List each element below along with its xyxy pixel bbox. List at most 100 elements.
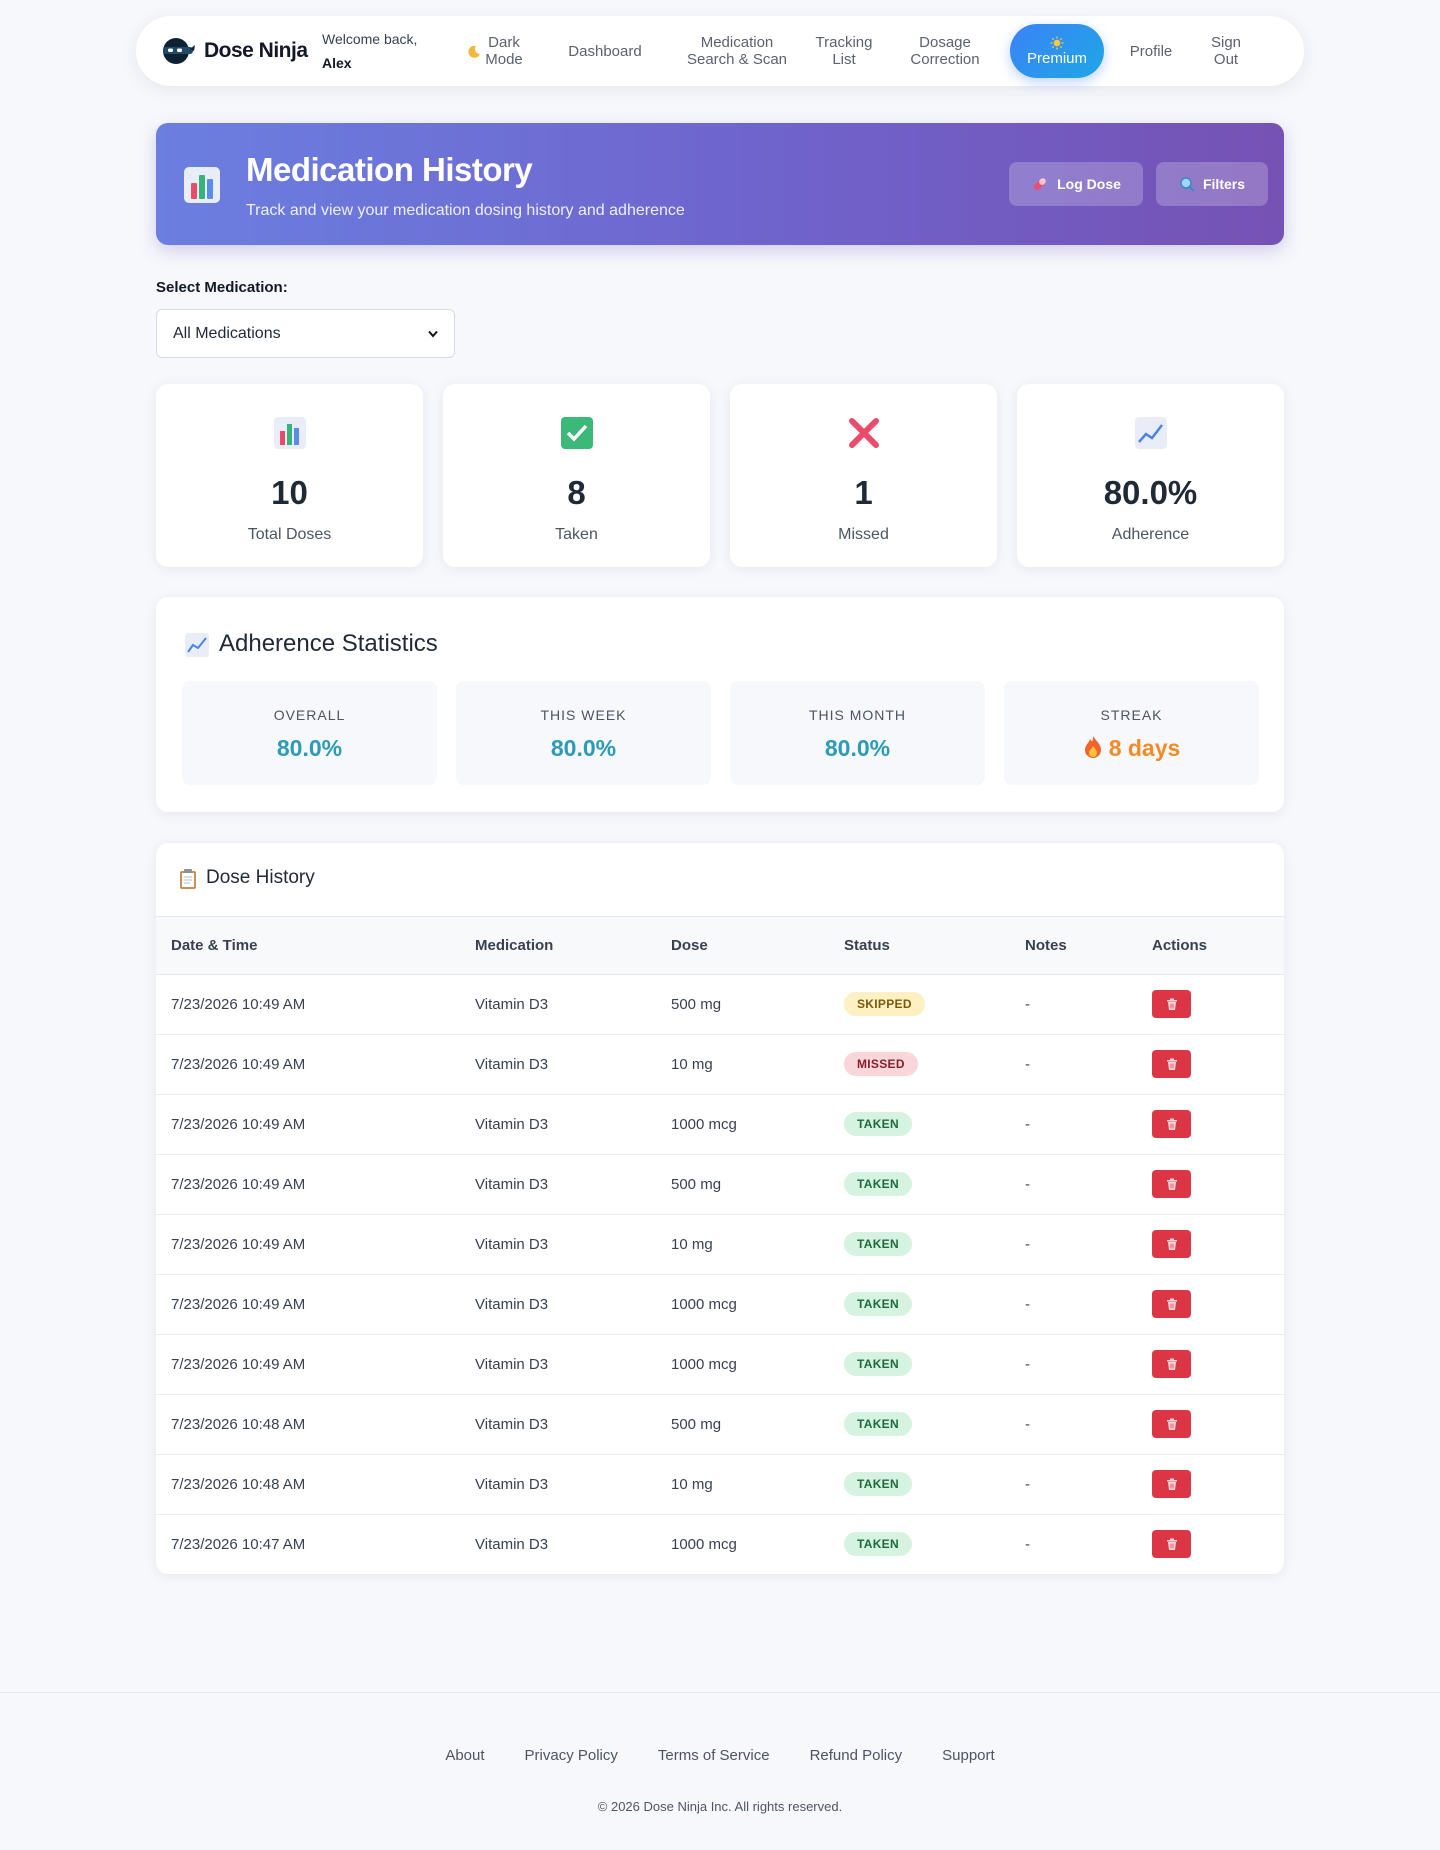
table-row: 7/23/2026 10:49 AM Vitamin D3 500 mg TAKEN - — [156, 1154, 1284, 1215]
cell-actions — [1137, 1334, 1284, 1395]
cell-date: 7/23/2026 10:49 AM — [156, 1034, 460, 1095]
column-header: Medication — [460, 917, 656, 975]
delete-button[interactable] — [1152, 1290, 1191, 1318]
delete-button[interactable] — [1152, 1050, 1191, 1078]
table-row: 7/23/2026 10:48 AM Vitamin D3 500 mg TAKEN - — [156, 1394, 1284, 1455]
stat-card-missed: 1 Missed — [730, 384, 997, 567]
brand-name: Dose Ninja — [204, 39, 308, 62]
cell-dose: 1000 mcg — [656, 1274, 829, 1335]
streak-value: 8 days — [1108, 735, 1181, 761]
adherence-this-month: THIS MONTH 80.0% — [730, 681, 985, 785]
filters-label: Filters — [1202, 176, 1245, 192]
cell-dose: 10 mg — [656, 1214, 829, 1275]
nav-dashboard[interactable]: Dashboard — [568, 42, 642, 60]
status-badge: TAKEN — [844, 1292, 912, 1316]
column-header: Notes — [1010, 917, 1137, 975]
stat-card-taken: 8 Taken — [443, 384, 710, 567]
sun-icon — [1050, 36, 1064, 49]
cell-medication: Vitamin D3 — [460, 1154, 656, 1215]
cell-medication: Vitamin D3 — [460, 1094, 656, 1155]
premium-button[interactable]: Premium — [1010, 24, 1104, 78]
table-row: 7/23/2026 10:47 AM Vitamin D3 1000 mcg TAKE… — [156, 1514, 1284, 1574]
stat-value: 1 — [854, 474, 873, 511]
adherence-statistics-panel: Adherence Statistics OVERALL 80.0% THIS … — [156, 597, 1284, 812]
cell-notes: - — [1010, 1394, 1137, 1455]
cell-date: 7/23/2026 10:49 AM — [156, 974, 460, 1035]
stat-value: 8 — [567, 474, 586, 511]
stat-label: Missed — [838, 526, 889, 543]
stat-label: Taken — [555, 526, 598, 543]
footer-link-terms[interactable]: Terms of Service — [657, 1747, 770, 1764]
check-icon — [561, 417, 593, 449]
column-header: Date & Time — [156, 917, 460, 975]
column-header: Actions — [1137, 917, 1284, 975]
status-badge: TAKEN — [844, 1112, 912, 1136]
nav-profile[interactable]: Profile — [1129, 42, 1173, 60]
dark-mode-label: Dark Mode — [485, 34, 523, 68]
nav-dosage-correction[interactable]: Dosage Correction — [910, 34, 980, 68]
filters-button[interactable]: Filters — [1156, 162, 1268, 206]
cell-actions — [1137, 1214, 1284, 1275]
nav-sign-out[interactable]: Sign Out — [1210, 34, 1242, 68]
nav-tracking-list[interactable]: Tracking List — [815, 34, 873, 68]
cell-status: TAKEN — [829, 1274, 1010, 1335]
stat-value: 80.0% — [1103, 474, 1198, 511]
table-row: 7/23/2026 10:49 AM Vitamin D3 10 mg MISSED - — [156, 1034, 1284, 1095]
status-badge: MISSED — [844, 1052, 918, 1076]
search-icon — [1180, 177, 1195, 192]
bar-chart-icon — [184, 167, 220, 203]
delete-button[interactable] — [1152, 1170, 1191, 1198]
cell-medication: Vitamin D3 — [475, 1535, 549, 1553]
delete-button[interactable] — [1152, 990, 1191, 1018]
stat-label: Total Doses — [247, 526, 332, 543]
delete-button[interactable] — [1152, 1110, 1191, 1138]
cell-notes: - — [1010, 1334, 1137, 1395]
trend-icon — [1135, 417, 1167, 449]
trash-icon — [1166, 1418, 1177, 1430]
footer-link-about[interactable]: About — [445, 1747, 485, 1764]
cell-status: SKIPPED — [829, 974, 1010, 1035]
footer-link-privacy[interactable]: Privacy Policy — [524, 1747, 618, 1764]
footer-links: About Privacy Policy Terms of Service Re… — [0, 1747, 1440, 1764]
medication-select[interactable]: All Medications — [156, 309, 455, 358]
cell-date: 7/23/2026 10:49 AM — [156, 1094, 460, 1155]
premium-label: Premium — [1026, 49, 1087, 67]
status-badge: SKIPPED — [844, 992, 925, 1016]
cell-date: 7/23/2026 10:48 AM — [156, 1394, 460, 1455]
log-dose-button[interactable]: Log Dose — [1009, 162, 1143, 206]
clipboard-icon — [180, 869, 196, 889]
cell-date: 7/23/2026 10:48 AM — [156, 1454, 460, 1515]
cell-dose: 1000 mcg — [656, 1094, 829, 1155]
table-row: 7/23/2026 10:48 AM Vitamin D3 10 mg TAKEN - — [156, 1454, 1284, 1515]
delete-button[interactable] — [1152, 1410, 1191, 1438]
cell-status: MISSED — [829, 1034, 1010, 1095]
cell-dose: 10 mg — [656, 1454, 829, 1515]
adherence-value: 80.0% — [276, 735, 343, 761]
delete-button[interactable] — [1152, 1230, 1191, 1258]
chevron-down-icon — [428, 330, 438, 338]
table-row: 7/23/2026 10:49 AM Vitamin D3 500 mg SKIPPE… — [156, 974, 1284, 1035]
cross-icon — [849, 418, 879, 448]
dose-history-header: Dose History — [156, 843, 1284, 917]
dark-mode-toggle[interactable]: Dark Mode — [462, 34, 530, 68]
nav-medication-search[interactable]: Medication Search & Scan — [686, 34, 788, 68]
moon-icon — [468, 45, 480, 58]
delete-button[interactable] — [1152, 1350, 1191, 1378]
copyright: © 2026 Dose Ninja Inc. All rights reserv… — [597, 1799, 843, 1814]
cell-notes: - — [1010, 1454, 1137, 1515]
table-row: 7/23/2026 10:49 AM Vitamin D3 1000 mcg TAKE… — [156, 1274, 1284, 1335]
adherence-label: THIS MONTH — [808, 707, 907, 723]
delete-button[interactable] — [1152, 1470, 1191, 1498]
footer-link-support[interactable]: Support — [942, 1747, 995, 1764]
delete-button[interactable] — [1152, 1530, 1191, 1559]
log-dose-label: Log Dose — [1057, 176, 1121, 192]
cell-medication: Vitamin D3 — [460, 1394, 656, 1455]
cell-actions — [1137, 1094, 1284, 1155]
cell-dose: 500 mg — [656, 974, 829, 1035]
table-row: 7/23/2026 10:49 AM Vitamin D3 10 mg TAKEN - — [156, 1214, 1284, 1275]
pill-icon — [1034, 178, 1046, 190]
adherence-title: Adherence Statistics — [219, 630, 438, 657]
cell-status: TAKEN — [829, 1394, 1010, 1455]
brand-logo[interactable]: Dose Ninja — [160, 36, 310, 66]
footer-link-refund[interactable]: Refund Policy — [809, 1747, 903, 1764]
